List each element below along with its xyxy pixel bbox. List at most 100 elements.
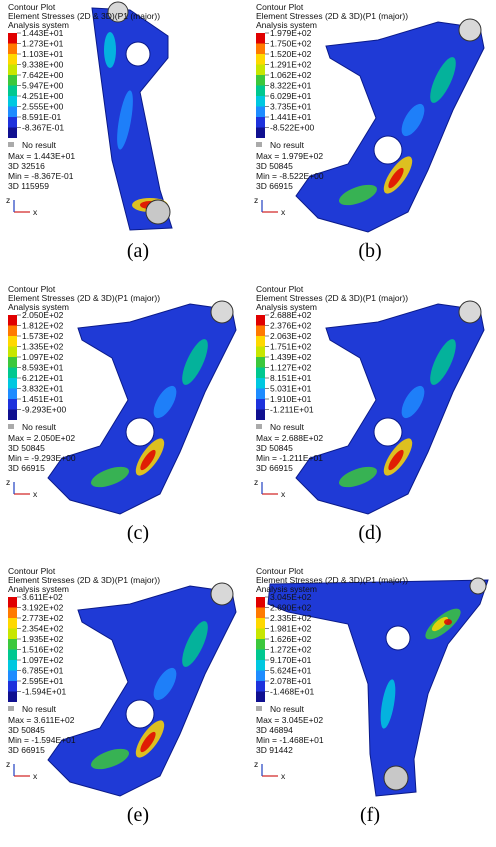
legend-value: 2.335E+02 <box>270 613 312 623</box>
page: {"panels": [ {"title": "Contour Plot", "… <box>0 0 496 847</box>
legend-swatch <box>8 86 17 97</box>
min-element: 3D 66915 <box>8 745 45 755</box>
part-body <box>296 22 484 232</box>
legend-swatch <box>256 128 265 139</box>
hole <box>126 42 150 66</box>
min-label: Min = -1.468E+01 <box>256 735 324 745</box>
axis-z-label: z <box>254 195 258 205</box>
legend-value: 6.029E+01 <box>270 91 312 101</box>
legend-swatch <box>8 65 17 76</box>
axis-z-label: z <box>254 477 258 487</box>
no-result-label: No result <box>22 704 57 714</box>
no-result-label: No result <box>22 140 57 150</box>
legend-value: 8.591E-01 <box>22 112 61 122</box>
legend-swatch <box>256 315 265 326</box>
max-element: 3D 50845 <box>256 161 293 171</box>
panel: Contour PlotElement Stresses (2D & 3D)(P… <box>254 284 484 544</box>
legend-value: 1.272E+02 <box>270 645 312 655</box>
legend-value: 1.520E+02 <box>270 49 312 59</box>
bushing <box>459 301 481 323</box>
part-body <box>296 304 484 514</box>
axis-z-label: z <box>6 477 10 487</box>
min-label: Min = -1.211E+01 <box>256 453 323 463</box>
legend-value: 6.785E+01 <box>22 666 64 676</box>
panel: Contour PlotElement Stresses (2D & 3D)(P… <box>6 566 236 826</box>
no-result-swatch <box>256 706 262 711</box>
part-model <box>296 19 484 232</box>
legend-swatch <box>8 33 17 44</box>
legend-value: 1.291E+02 <box>270 60 312 70</box>
legend-swatch <box>256 399 265 410</box>
legend-swatch <box>256 347 265 358</box>
hole <box>126 418 154 446</box>
legend-value: -8.522E+00 <box>270 123 314 133</box>
legend-value: 1.335E+02 <box>22 342 64 352</box>
legend-swatch <box>256 692 265 703</box>
legend-value: 2.376E+02 <box>270 321 312 331</box>
panel: Contour PlotElement Stresses (2D & 3D)(P… <box>254 2 484 262</box>
legend-value: 3.735E+01 <box>270 102 312 112</box>
legend-swatch <box>256 681 265 692</box>
legend-value: 1.981E+02 <box>270 624 312 634</box>
panel-caption: (b) <box>358 240 381 262</box>
legend-swatch <box>256 671 265 682</box>
max-element: 3D 50845 <box>8 443 45 453</box>
legend-value: 1.273E+01 <box>22 39 64 49</box>
legend-swatch <box>256 336 265 347</box>
legend-value: 2.063E+02 <box>270 331 312 341</box>
legend-swatch <box>256 368 265 379</box>
min-element: 3D 66915 <box>256 463 293 473</box>
stress-region <box>444 619 452 625</box>
legend-swatch <box>8 671 17 682</box>
legend-value: 7.642E+00 <box>22 70 64 80</box>
max-label: Max = 3.611E+02 <box>8 715 75 725</box>
legend-value: 3.832E+01 <box>22 384 64 394</box>
min-element: 3D 66915 <box>8 463 45 473</box>
legend-value: 9.338E+00 <box>22 60 64 70</box>
legend-value: 2.688E+02 <box>270 310 312 320</box>
axis-x-label: x <box>33 489 38 499</box>
legend-swatch <box>256 44 265 55</box>
legend-value: 1.062E+02 <box>270 70 312 80</box>
legend-value: 1.910E+01 <box>270 394 312 404</box>
legend-value: -1.468E+01 <box>270 687 314 697</box>
legend-value: 2.354E+02 <box>22 624 64 634</box>
min-element: 3D 66915 <box>256 181 293 191</box>
max-element: 3D 50845 <box>256 443 293 453</box>
legend-swatch <box>8 336 17 347</box>
bushing <box>211 583 233 605</box>
bushing <box>470 578 486 594</box>
legend-value: -8.367E-01 <box>22 123 64 133</box>
legend-swatch <box>256 410 265 421</box>
legend-swatch <box>256 629 265 640</box>
no-result-swatch <box>256 142 262 147</box>
panel: Contour PlotElement Stresses (2D & 3D)(P… <box>6 284 236 544</box>
legend-swatch <box>256 378 265 389</box>
no-result-label: No result <box>22 422 57 432</box>
legend-swatch <box>256 608 265 619</box>
legend-value: -9.293E+00 <box>22 405 66 415</box>
legend-swatch <box>256 107 265 118</box>
legend-swatch <box>256 650 265 661</box>
max-label: Max = 1.979E+02 <box>256 151 323 161</box>
max-element: 3D 32516 <box>8 161 45 171</box>
legend-value: 2.595E+01 <box>22 676 64 686</box>
legend-value: 1.935E+02 <box>22 634 64 644</box>
axis-z-label: z <box>6 195 10 205</box>
legend-swatch <box>8 618 17 629</box>
legend-swatch <box>256 86 265 97</box>
max-element: 3D 46894 <box>256 725 293 735</box>
legend-swatch <box>8 357 17 368</box>
legend-value: 8.322E+01 <box>270 81 312 91</box>
legend-value: 1.451E+01 <box>22 394 64 404</box>
legend-value: 3.611E+02 <box>22 592 63 602</box>
legend-value: -1.594E+01 <box>22 687 66 697</box>
legend-swatch <box>8 128 17 139</box>
legend-swatch <box>8 399 17 410</box>
no-result-swatch <box>8 142 14 147</box>
hole <box>374 418 402 446</box>
bushing <box>211 301 233 323</box>
legend-swatch <box>256 75 265 86</box>
part-body <box>48 304 236 514</box>
legend-swatch <box>8 410 17 421</box>
